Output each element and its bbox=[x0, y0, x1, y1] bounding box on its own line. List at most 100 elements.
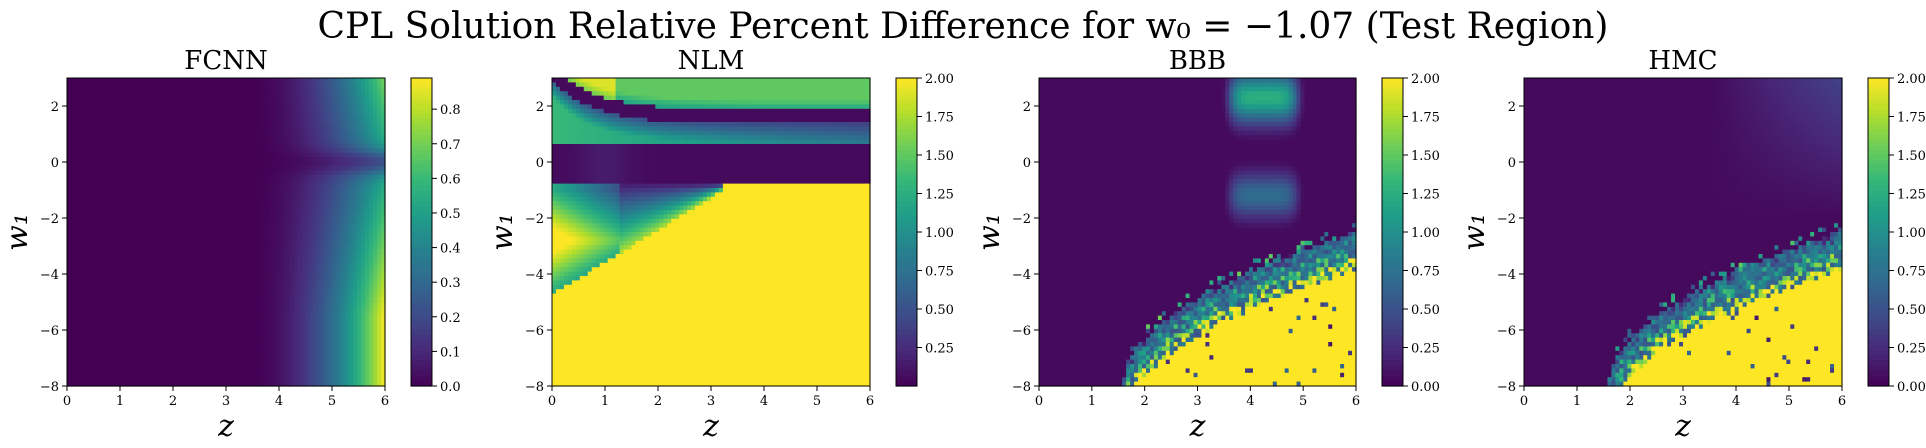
heatmap-cell bbox=[182, 140, 187, 145]
heatmap-cell bbox=[258, 214, 263, 219]
heatmap-cell bbox=[278, 223, 283, 228]
heatmap-cell bbox=[262, 245, 267, 250]
heatmap-cell bbox=[313, 250, 318, 255]
heatmap-cell bbox=[67, 96, 72, 101]
heatmap-cell bbox=[266, 294, 271, 299]
heatmap-cell bbox=[67, 78, 72, 83]
heatmap-cell bbox=[67, 351, 72, 356]
heatmap-cell bbox=[262, 276, 267, 281]
heatmap-cell bbox=[345, 333, 350, 338]
heatmap-cell bbox=[71, 100, 76, 105]
heatmap-cell bbox=[131, 153, 136, 158]
heatmap-cell bbox=[95, 166, 100, 171]
heatmap-cell bbox=[309, 298, 314, 303]
heatmap-cell bbox=[67, 118, 72, 123]
heatmap-cell bbox=[254, 170, 259, 175]
heatmap-cell bbox=[313, 214, 318, 219]
heatmap-cell bbox=[298, 320, 303, 325]
heatmap-cell bbox=[254, 188, 259, 193]
heatmap-cell bbox=[67, 210, 72, 215]
heatmap-cell bbox=[262, 263, 267, 268]
heatmap-cell bbox=[123, 342, 128, 347]
heatmap-cell bbox=[306, 360, 311, 365]
heatmap-cell bbox=[286, 140, 291, 145]
heatmap-cell bbox=[329, 140, 334, 145]
heatmap-cell bbox=[298, 368, 303, 373]
heatmap-cell bbox=[119, 91, 124, 96]
heatmap-cell bbox=[302, 109, 307, 114]
heatmap-cell bbox=[71, 258, 76, 263]
heatmap-cell bbox=[226, 104, 231, 109]
heatmap-cell bbox=[119, 210, 124, 215]
heatmap-cell bbox=[222, 333, 227, 338]
heatmap-cell bbox=[325, 311, 330, 316]
heatmap-cell bbox=[115, 263, 120, 268]
heatmap-cell bbox=[278, 144, 283, 149]
heatmap-cell bbox=[119, 153, 124, 158]
heatmap-cell bbox=[341, 96, 346, 101]
heatmap-cell bbox=[182, 206, 187, 211]
heatmap-cell bbox=[349, 131, 354, 136]
heatmap-cell bbox=[127, 184, 132, 189]
heatmap-cell bbox=[274, 78, 279, 83]
heatmap-cell bbox=[278, 267, 283, 272]
heatmap-cell bbox=[333, 377, 338, 382]
heatmap-cell bbox=[143, 245, 148, 250]
heatmap-cell bbox=[107, 294, 112, 299]
heatmap-cell bbox=[333, 364, 338, 369]
heatmap-cell bbox=[278, 166, 283, 171]
heatmap-cell bbox=[290, 320, 295, 325]
heatmap-cell bbox=[99, 258, 104, 263]
heatmap-cell bbox=[218, 210, 223, 215]
heatmap-cell bbox=[67, 373, 72, 378]
heatmap-cell bbox=[154, 236, 159, 241]
heatmap-cell bbox=[242, 280, 247, 285]
heatmap-cell bbox=[174, 126, 179, 131]
heatmap-cell bbox=[266, 223, 271, 228]
heatmap-cell bbox=[178, 298, 183, 303]
heatmap-cell bbox=[210, 228, 215, 233]
heatmap-cell bbox=[71, 263, 76, 268]
heatmap-cell bbox=[270, 228, 275, 233]
heatmap-cell bbox=[170, 201, 175, 206]
heatmap-cell bbox=[238, 140, 243, 145]
heatmap-cell bbox=[115, 316, 120, 321]
heatmap-cell bbox=[341, 351, 346, 356]
heatmap-cell bbox=[150, 131, 155, 136]
heatmap-cell bbox=[111, 285, 116, 290]
heatmap-cell bbox=[298, 276, 303, 281]
heatmap-cell bbox=[75, 91, 80, 96]
heatmap-cell bbox=[166, 245, 171, 250]
heatmap-cell bbox=[150, 320, 155, 325]
heatmap-cell bbox=[282, 170, 287, 175]
heatmap-cell bbox=[222, 188, 227, 193]
heatmap-cell bbox=[67, 320, 72, 325]
heatmap-cell bbox=[198, 272, 203, 277]
heatmap-cell bbox=[123, 96, 128, 101]
heatmap-cell bbox=[242, 377, 247, 382]
heatmap-cell bbox=[345, 373, 350, 378]
heatmap-cell bbox=[198, 333, 203, 338]
heatmap-cell bbox=[206, 87, 211, 92]
heatmap-cell bbox=[135, 166, 140, 171]
heatmap-cell bbox=[194, 307, 199, 312]
heatmap-cell bbox=[325, 320, 330, 325]
heatmap-cell bbox=[158, 258, 163, 263]
heatmap-cell bbox=[166, 302, 171, 307]
heatmap-cell bbox=[210, 245, 215, 250]
heatmap-cell bbox=[95, 258, 100, 263]
heatmap-cell bbox=[150, 355, 155, 360]
heatmap-cell bbox=[119, 122, 124, 127]
heatmap-cell bbox=[246, 276, 251, 281]
heatmap-cell bbox=[115, 82, 120, 87]
heatmap-cell bbox=[147, 338, 152, 343]
heatmap-cell bbox=[111, 360, 116, 365]
heatmap-cell bbox=[111, 87, 116, 92]
heatmap-cell bbox=[147, 118, 152, 123]
heatmap-cell bbox=[337, 351, 342, 356]
heatmap-cell bbox=[325, 206, 330, 211]
heatmap-cell bbox=[262, 364, 267, 369]
heatmap-cell bbox=[218, 316, 223, 321]
heatmap-cell bbox=[79, 250, 84, 255]
heatmap-cell bbox=[91, 254, 96, 259]
